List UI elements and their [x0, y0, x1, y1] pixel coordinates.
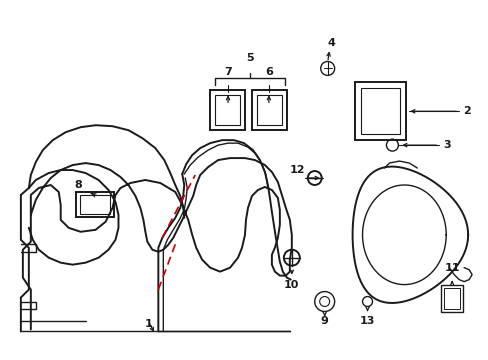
Text: 13: 13	[359, 316, 374, 327]
Bar	[256, 95, 281, 125]
Text: 12: 12	[289, 165, 305, 175]
Bar	[215, 95, 240, 125]
Text: 4: 4	[327, 37, 335, 48]
Text: 8: 8	[75, 180, 82, 190]
Bar	[210, 90, 244, 130]
Text: 1: 1	[144, 319, 152, 329]
Text: 2: 2	[462, 106, 470, 116]
Text: 9: 9	[320, 316, 328, 327]
Text: 3: 3	[443, 140, 450, 150]
Text: 11: 11	[444, 263, 459, 273]
Text: 6: 6	[264, 67, 272, 77]
Bar	[354, 82, 406, 140]
Bar	[251, 90, 286, 130]
Bar	[443, 288, 459, 310]
Bar	[76, 192, 113, 217]
Text: 10: 10	[284, 280, 299, 289]
Text: 7: 7	[224, 67, 231, 77]
Text: 5: 5	[245, 54, 253, 63]
Bar	[360, 88, 400, 134]
Bar	[80, 195, 109, 214]
Bar	[440, 285, 462, 312]
